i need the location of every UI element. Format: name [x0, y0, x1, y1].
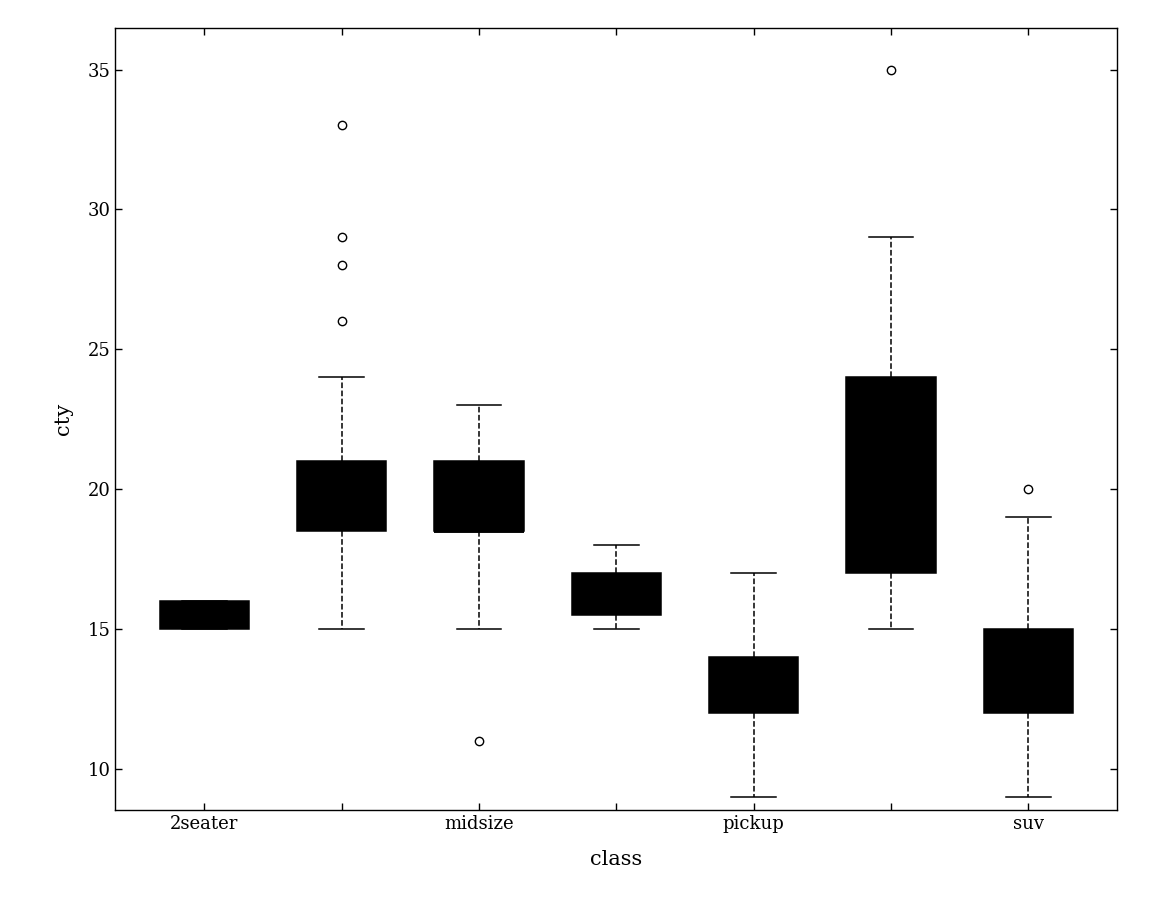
PathPatch shape — [160, 600, 249, 629]
PathPatch shape — [984, 629, 1073, 713]
PathPatch shape — [571, 573, 661, 615]
Y-axis label: cty: cty — [54, 402, 74, 436]
PathPatch shape — [434, 461, 524, 530]
X-axis label: class: class — [590, 850, 643, 869]
PathPatch shape — [847, 377, 935, 573]
PathPatch shape — [297, 461, 386, 530]
PathPatch shape — [708, 657, 798, 713]
